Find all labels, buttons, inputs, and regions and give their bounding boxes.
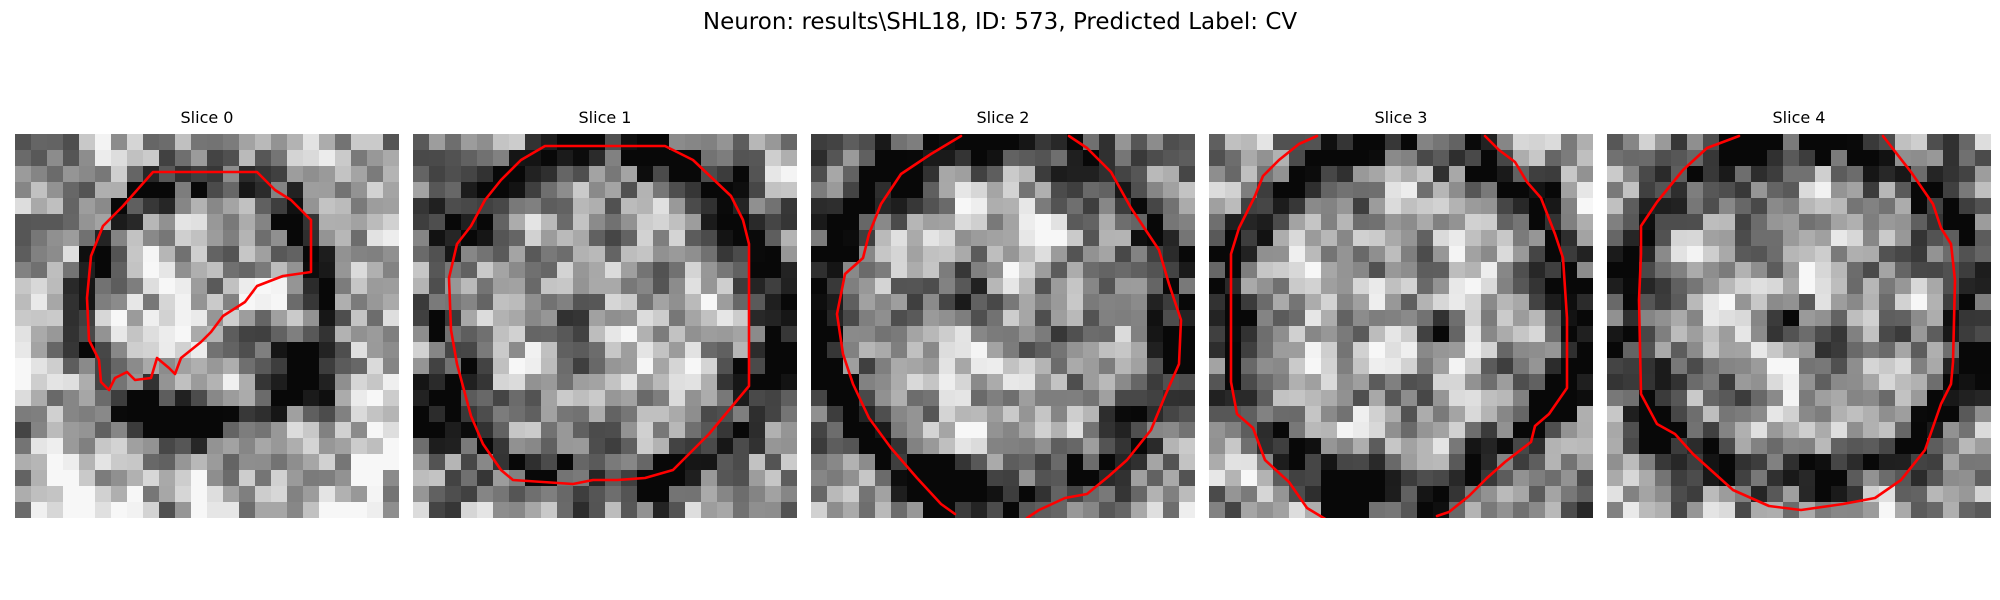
slice-title: Slice 3 [1374,108,1428,127]
slice-title: Slice 1 [578,108,632,127]
segmentation-contour [85,170,313,392]
micrograph-pixels [1607,134,1991,518]
slice-title: Slice 4 [1772,108,1826,127]
segmentation-contour [447,144,751,486]
segmentation-contour [1229,134,1327,518]
slice-image [15,134,399,518]
slice-image [413,134,797,518]
slice-title: Slice 0 [180,108,234,127]
micrograph-pixels [811,134,1195,518]
slice-image [1209,134,1593,518]
segmentation-contour [835,134,963,516]
segmentation-contour [1637,134,1957,512]
slice-image [1607,134,1991,518]
micrograph-pixels [413,134,797,518]
segmentation-contour [1025,134,1183,518]
micrograph-pixels [1209,134,1593,518]
micrograph-pixels [15,134,399,518]
slice-image [811,134,1195,518]
figure-title: Neuron: results\SHL18, ID: 573, Predicte… [702,9,1298,35]
slice-title: Slice 2 [976,108,1030,127]
segmentation-contour [1435,134,1569,518]
